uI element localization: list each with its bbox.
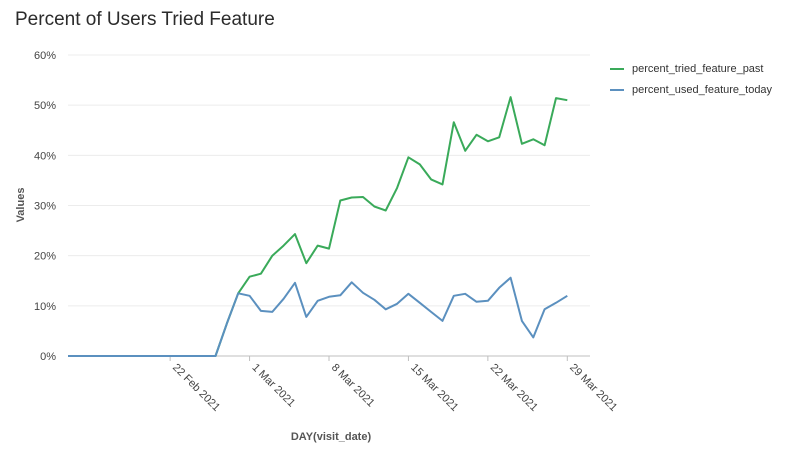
x-tick-label: 22 Feb 2021: [170, 362, 222, 414]
x-axis: 22 Feb 2021 1 Mar 2021 8 Mar 2021 15 Mar 20…: [169, 356, 619, 414]
chart-title: Percent of Users Tried Feature: [15, 9, 275, 30]
legend-item[interactable]: percent_used_feature_today: [610, 83, 772, 97]
y-axis-title: Values: [15, 188, 27, 223]
y-tick-label: 10%: [34, 301, 56, 313]
x-tick-label: 29 Mar 2021: [567, 362, 619, 414]
y-tick-label: 30%: [34, 201, 56, 213]
series-line-percent-tried-feature-past: [68, 96, 568, 357]
x-tick-label: 22 Mar 2021: [488, 362, 540, 414]
y-tick-label: 20%: [34, 251, 56, 263]
x-tick-label: 15 Mar 2021: [408, 362, 460, 414]
legend-label: percent_tried_feature_past: [632, 63, 764, 75]
legend: percent_tried_feature_past percent_used_f…: [610, 62, 772, 104]
y-tick-label: 0%: [40, 351, 56, 363]
y-tick-label: 40%: [34, 150, 56, 162]
y-axis: 0% 10% 20% 30% 40% 50% 60%: [34, 50, 56, 363]
y-tick-label: 50%: [34, 100, 56, 112]
series-line-percent-used-feature-today: [68, 276, 568, 357]
x-tick-label: 1 Mar 2021: [249, 362, 297, 410]
legend-label: percent_used_feature_today: [632, 84, 773, 96]
legend-swatch: [610, 68, 624, 70]
x-axis-title: DAY(visit_date): [291, 431, 372, 443]
legend-item[interactable]: percent_tried_feature_past: [610, 62, 772, 76]
legend-swatch: [610, 89, 624, 91]
x-tick-label: 8 Mar 2021: [329, 362, 377, 410]
y-tick-label: 60%: [34, 50, 56, 62]
series-lines: [68, 96, 568, 357]
